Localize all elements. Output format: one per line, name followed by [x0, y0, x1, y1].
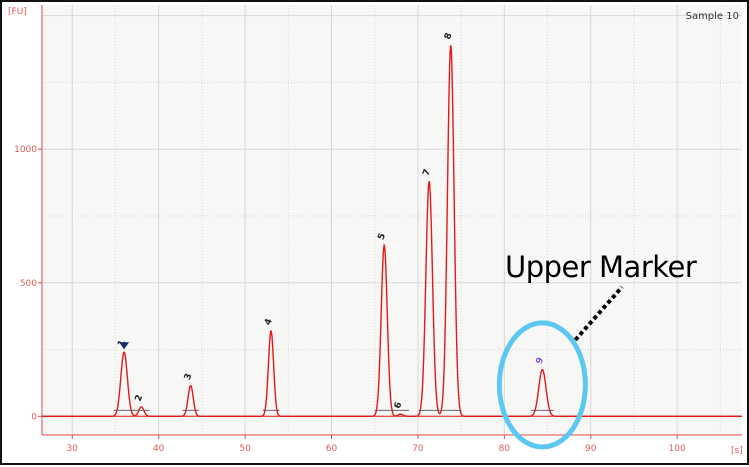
y-tick-label: 1000	[14, 145, 37, 155]
x-tick-label: 80	[499, 444, 511, 454]
peak-label: 3	[183, 372, 195, 381]
peak-label: 8	[443, 32, 455, 41]
x-tick-label: 40	[153, 444, 165, 454]
annotation-leader-line	[573, 285, 624, 342]
peak-label: 4	[263, 318, 275, 327]
x-tick-label: 90	[585, 444, 597, 454]
x-tick-label: 100	[669, 444, 686, 454]
x-tick-label: 60	[326, 444, 338, 454]
lower-marker-triangle	[119, 342, 130, 350]
peak-label: 9	[535, 356, 547, 365]
peak-label: 2	[134, 394, 146, 403]
x-tick-label: 30	[67, 444, 79, 454]
upper-marker-label: Upper Marker	[505, 250, 697, 284]
y-tick-label: 0	[31, 412, 37, 422]
peak-label: 6	[393, 401, 405, 410]
peak-label: 7	[422, 168, 434, 177]
x-axis-unit-label: [s]	[731, 446, 743, 456]
annotation	[496, 285, 624, 450]
y-tick-label: 500	[20, 279, 37, 289]
sample-label: Sample 10	[686, 11, 739, 22]
plot-background	[42, 5, 742, 435]
peak-labels: 123456789	[113, 32, 554, 411]
y-axis-unit-label: [FU]	[8, 7, 27, 17]
upper-marker-circle	[496, 320, 588, 450]
x-tick-label: 70	[412, 444, 424, 454]
x-tick-label: 50	[239, 444, 251, 454]
grid	[42, 5, 742, 435]
peak-label: 5	[377, 232, 389, 241]
